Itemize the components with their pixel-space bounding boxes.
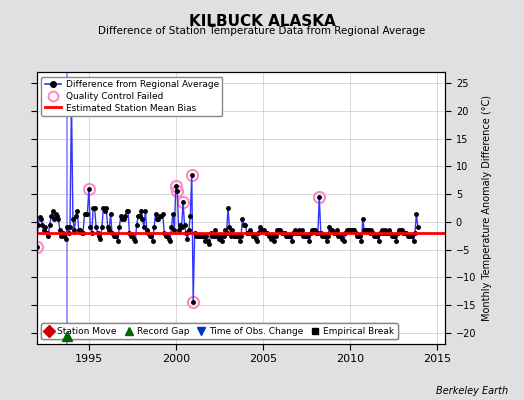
Y-axis label: Monthly Temperature Anomaly Difference (°C): Monthly Temperature Anomaly Difference (… xyxy=(482,95,492,321)
Text: Berkeley Earth: Berkeley Earth xyxy=(436,386,508,396)
Text: Difference of Station Temperature Data from Regional Average: Difference of Station Temperature Data f… xyxy=(99,26,425,36)
Legend: Station Move, Record Gap, Time of Obs. Change, Empirical Break: Station Move, Record Gap, Time of Obs. C… xyxy=(41,323,398,340)
Text: KILBUCK ALASKA: KILBUCK ALASKA xyxy=(189,14,335,29)
